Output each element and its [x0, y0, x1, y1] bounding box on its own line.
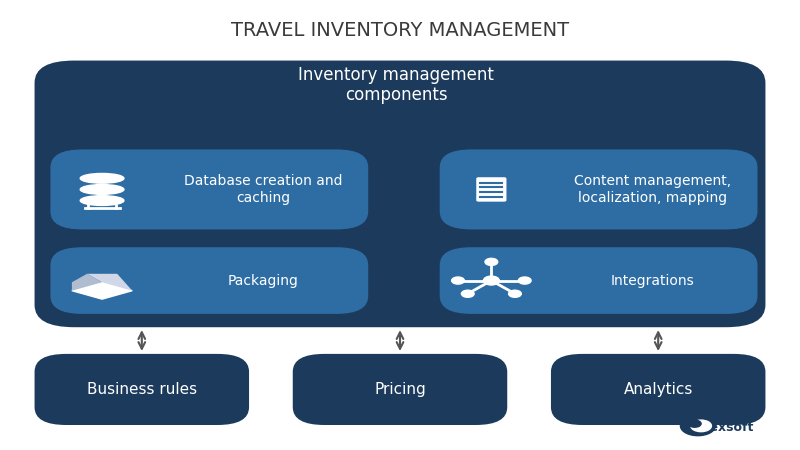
- Text: altexsoft: altexsoft: [691, 421, 754, 434]
- Polygon shape: [72, 282, 132, 299]
- Text: Database creation and
caching: Database creation and caching: [184, 174, 342, 205]
- Circle shape: [518, 277, 531, 284]
- Text: Inventory management
components: Inventory management components: [298, 66, 494, 104]
- FancyBboxPatch shape: [440, 247, 758, 314]
- FancyBboxPatch shape: [50, 247, 368, 314]
- Circle shape: [681, 416, 715, 436]
- FancyBboxPatch shape: [440, 149, 758, 230]
- Circle shape: [509, 290, 522, 297]
- Text: Integrations: Integrations: [610, 274, 694, 288]
- Circle shape: [688, 420, 701, 427]
- Ellipse shape: [80, 173, 124, 183]
- Text: Business rules: Business rules: [86, 382, 197, 397]
- Circle shape: [690, 420, 711, 432]
- FancyBboxPatch shape: [34, 61, 766, 327]
- Text: TRAVEL INVENTORY MANAGEMENT: TRAVEL INVENTORY MANAGEMENT: [231, 21, 569, 40]
- Polygon shape: [87, 274, 132, 291]
- FancyBboxPatch shape: [50, 149, 368, 230]
- Polygon shape: [72, 274, 102, 291]
- Text: Packaging: Packaging: [227, 274, 298, 288]
- Text: Pricing: Pricing: [374, 382, 426, 397]
- FancyBboxPatch shape: [34, 354, 249, 425]
- Circle shape: [485, 258, 498, 265]
- Text: Content management,
localization, mapping: Content management, localization, mappin…: [574, 174, 730, 205]
- Circle shape: [462, 290, 474, 297]
- Text: Analytics: Analytics: [623, 382, 693, 397]
- Circle shape: [452, 277, 464, 284]
- Ellipse shape: [80, 184, 124, 194]
- Circle shape: [483, 276, 499, 285]
- FancyBboxPatch shape: [551, 354, 766, 425]
- FancyBboxPatch shape: [476, 177, 506, 202]
- Ellipse shape: [80, 196, 124, 206]
- FancyBboxPatch shape: [293, 354, 507, 425]
